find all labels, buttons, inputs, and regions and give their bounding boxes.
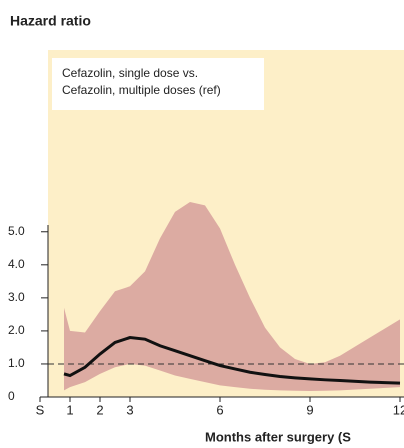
x-tick-label: S [36, 402, 45, 417]
x-tick-label: 2 [96, 402, 103, 417]
x-tick-label: 1 [66, 402, 73, 417]
y-tick-label: 2.0 [8, 323, 25, 337]
plot-layer [48, 202, 404, 392]
y-tick-label: 3.0 [8, 290, 25, 304]
annotation: Cefazolin, single dose vs. [62, 66, 198, 80]
x-tick-label: 12 [393, 402, 404, 417]
y-tick-label: 4.0 [8, 257, 25, 271]
hazard-line [63, 335, 401, 385]
x-axis-label: Months after surgery (S [205, 429, 351, 444]
annotation: Cefazolin, multiple doses (ref) [62, 83, 221, 97]
legend-box [52, 58, 264, 110]
x-tick-label: 6 [216, 402, 223, 417]
confidence-band [64, 202, 400, 392]
y-tick-label: 5.0 [8, 224, 25, 238]
x-tick-label: 9 [306, 402, 313, 417]
y-tick-label: 1.0 [8, 356, 25, 370]
y-tick-label: 0 [8, 389, 15, 403]
chart-title: Hazard ratio [10, 13, 91, 29]
x-tick-label: 3 [126, 402, 133, 417]
